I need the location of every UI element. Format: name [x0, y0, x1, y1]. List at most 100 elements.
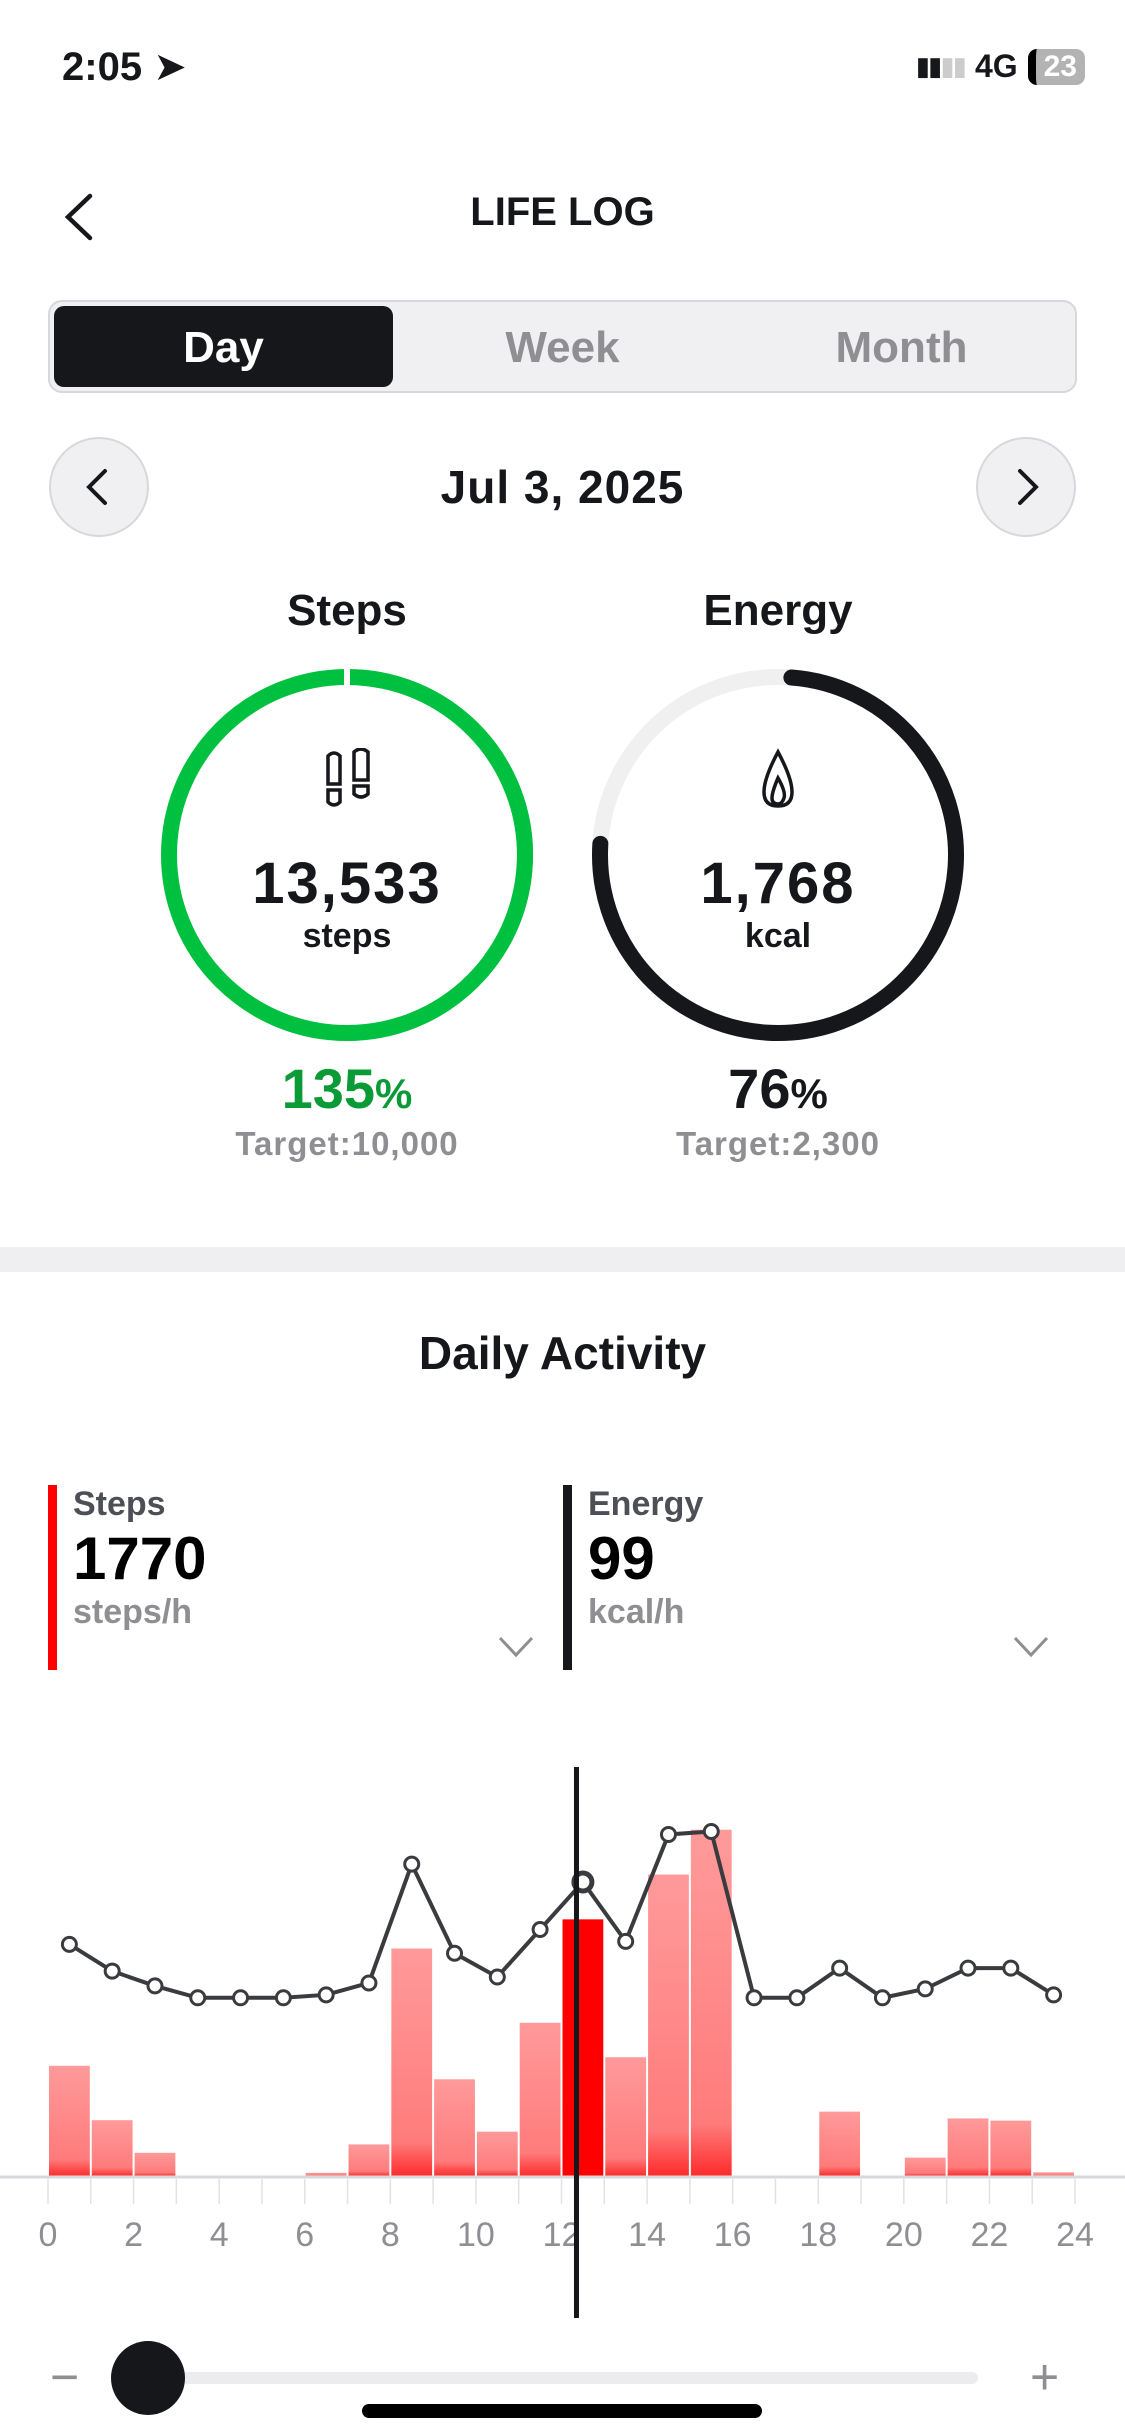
energy-ring-progress — [592, 669, 964, 1041]
steps-bar — [519, 2022, 561, 2176]
steps-bar — [91, 2120, 133, 2176]
status-time: 2:05 ➤ — [62, 45, 187, 89]
steps-percent: 135% — [281, 1057, 413, 1120]
back-button[interactable] — [58, 192, 108, 242]
zoom-out-icon[interactable]: − — [50, 2349, 80, 2405]
energy-line — [68, 1829, 1055, 2000]
energy-point — [488, 1968, 506, 1986]
steps-total: 13,533 — [252, 851, 442, 916]
energy-point — [403, 1855, 421, 1873]
steps-bar — [49, 2065, 90, 2176]
energy-legend-selector[interactable]: Energy 99 kcal/h — [563, 1485, 1049, 1670]
steps-bar — [434, 2079, 475, 2176]
steps-legend-unit: steps/h — [73, 1593, 193, 1631]
x-tick-label: 0 — [39, 2216, 58, 2254]
energy-point — [60, 1935, 78, 1953]
energy-point — [189, 1989, 207, 2007]
energy-point — [1002, 1959, 1020, 1977]
x-tick-label: 10 — [457, 2216, 495, 2254]
energy-percent: 76% — [728, 1057, 828, 1120]
energy-point — [103, 1962, 121, 1980]
previous-day-button[interactable] — [49, 437, 149, 537]
energy-point — [788, 1989, 806, 2007]
steps-bar — [648, 1874, 689, 2176]
energy-point — [702, 1822, 720, 1840]
energy-point — [873, 1989, 891, 2007]
status-indicators: ▮▮▮▮ 4G 23 — [916, 48, 1085, 85]
home-indicator — [362, 2404, 762, 2418]
tab-week[interactable]: Week — [505, 323, 620, 372]
zoom-slider-track[interactable] — [120, 2372, 978, 2384]
chevron-left-icon — [64, 193, 93, 241]
network-label: 4G — [974, 48, 1018, 84]
steps-legend-value: 1770 — [73, 1525, 207, 1592]
steps-bar — [562, 1919, 604, 2176]
steps-bar — [391, 1948, 433, 2176]
tab-month[interactable]: Month — [835, 323, 968, 372]
energy-legend-value: 99 — [588, 1525, 655, 1592]
x-tick-label: 24 — [1056, 2216, 1094, 2254]
next-day-button[interactable] — [976, 437, 1076, 537]
page-title: LIFE LOG — [470, 190, 655, 234]
signal-icon: ▮▮▮▮ — [915, 51, 967, 81]
x-tick-label: 8 — [381, 2216, 400, 2254]
steps-bar — [134, 2152, 176, 2176]
steps-bar — [476, 2131, 518, 2176]
x-tick-label: 22 — [971, 2216, 1009, 2254]
daily-activity-chart[interactable]: 0 2 4 6 8 10 12 14 16 18 20 22 24 — [0, 1740, 1125, 2340]
tab-day[interactable]: Day — [54, 306, 393, 387]
flame-icon — [762, 748, 794, 808]
chevron-right-icon — [1018, 469, 1039, 505]
energy-point — [659, 1825, 677, 1843]
steps-target: Target:10,000 — [235, 1125, 459, 1162]
energy-point — [745, 1989, 763, 2007]
steps-bar — [990, 2120, 1032, 2176]
energy-legend-unit: kcal/h — [588, 1593, 685, 1631]
x-tick-label: 6 — [295, 2216, 314, 2254]
steps-bar — [605, 2057, 647, 2176]
x-tick-label: 14 — [628, 2216, 666, 2254]
x-tick-label: 16 — [714, 2216, 752, 2254]
energy-point — [959, 1959, 977, 1977]
x-tick-label: 2 — [124, 2216, 143, 2254]
battery-icon: 23 — [1027, 48, 1085, 85]
steps-title: Steps — [287, 586, 407, 635]
zoom-slider-thumb[interactable] — [111, 2341, 185, 2415]
energy-point — [360, 1974, 378, 1992]
zoom-in-icon[interactable]: + — [1030, 2349, 1060, 2405]
energy-point — [617, 1932, 635, 1950]
x-tick-label: 20 — [885, 2216, 923, 2254]
x-tick-label: 18 — [799, 2216, 837, 2254]
chevron-down-icon[interactable] — [1013, 1635, 1049, 1659]
location-arrow-icon: ➤ — [153, 45, 187, 89]
steps-bar — [904, 2157, 946, 2176]
energy-title: Energy — [703, 586, 853, 635]
energy-point — [531, 1920, 549, 1938]
footprints-icon — [326, 748, 370, 807]
energy-point — [446, 1944, 464, 1962]
steps-bar — [947, 2118, 989, 2176]
energy-point — [831, 1959, 849, 1977]
energy-ring — [592, 669, 964, 1041]
energy-point — [146, 1977, 164, 1995]
steps-legend-selector[interactable]: Steps 1770 steps/h — [48, 1485, 534, 1670]
steps-bar — [819, 2111, 861, 2176]
energy-point — [317, 1986, 335, 2004]
energy-point — [232, 1989, 250, 2007]
energy-legend-label: Energy — [588, 1485, 704, 1523]
chevron-left-icon — [86, 469, 107, 505]
steps-legend-label: Steps — [73, 1485, 166, 1523]
energy-point — [1045, 1986, 1063, 2004]
energy-total: 1,768 — [700, 851, 856, 916]
section-divider — [0, 1247, 1125, 1272]
steps-ring-overflow — [352, 669, 533, 968]
daily-activity-title: Daily Activity — [418, 1327, 707, 1379]
current-date: Jul 3, 2025 — [440, 461, 685, 513]
steps-bar — [348, 2144, 390, 2176]
energy-point — [274, 1989, 292, 2007]
energy-point — [916, 1980, 934, 1998]
energy-unit: kcal — [744, 917, 812, 955]
chevron-down-icon[interactable] — [498, 1635, 534, 1659]
steps-unit: steps — [302, 917, 392, 955]
steps-bar — [305, 2172, 347, 2176]
